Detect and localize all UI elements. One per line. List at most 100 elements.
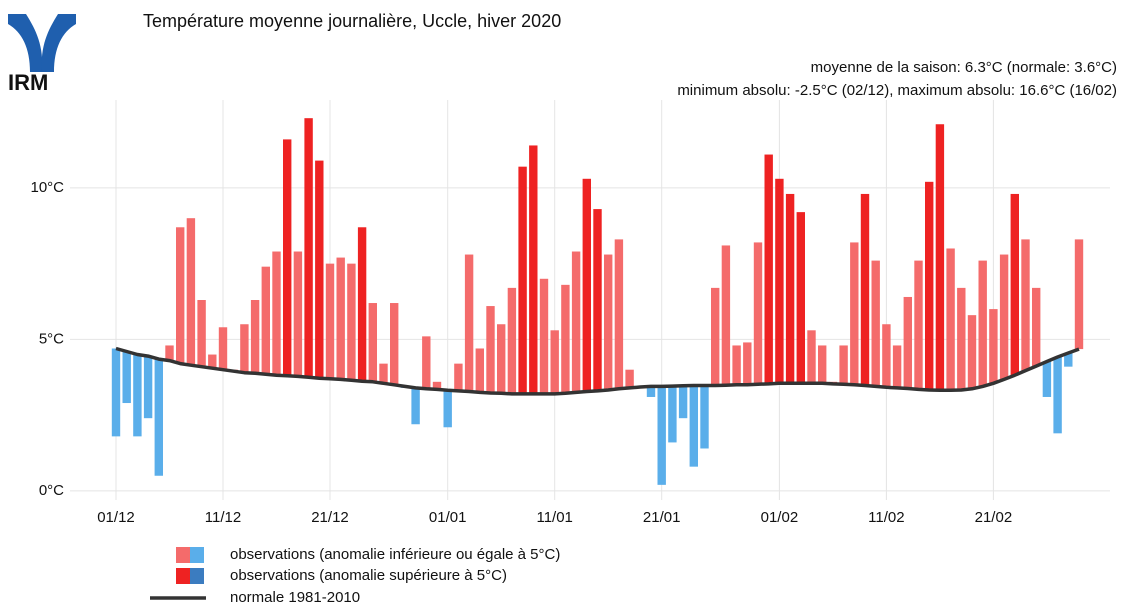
- bar: [743, 342, 752, 385]
- bar: [775, 178, 784, 384]
- bar: [507, 287, 517, 394]
- legend-swatch: [176, 568, 190, 584]
- bar: [593, 209, 602, 391]
- bar: [357, 227, 367, 382]
- bar: [390, 303, 399, 385]
- y-tick-label: 10°C: [30, 179, 64, 196]
- legend-swatch: [190, 568, 204, 584]
- bar: [283, 139, 292, 376]
- bar: [764, 154, 773, 384]
- bar: [111, 348, 121, 437]
- logo-text: IRM: [8, 70, 48, 95]
- legend-swatch: [176, 547, 190, 563]
- bar: [272, 251, 281, 376]
- bar: [443, 390, 452, 428]
- bar: [818, 345, 827, 384]
- bar: [432, 381, 442, 390]
- bar: [989, 309, 998, 384]
- bar: [571, 251, 581, 393]
- bar: [1021, 239, 1030, 371]
- bar: [1032, 287, 1041, 367]
- logo-shape: [8, 14, 43, 72]
- bar: [850, 242, 859, 385]
- bar: [315, 160, 324, 379]
- bar: [978, 260, 987, 387]
- bar: [561, 284, 570, 394]
- y-tick-label: 0°C: [39, 482, 64, 499]
- bar: [914, 260, 923, 390]
- bar: [625, 369, 634, 388]
- bar: [892, 345, 902, 388]
- bar: [165, 345, 174, 361]
- bar: [550, 330, 559, 394]
- bar: [807, 330, 816, 384]
- bar: [999, 254, 1009, 380]
- bar: [689, 385, 698, 467]
- bar: [1064, 353, 1073, 367]
- bar: [732, 345, 741, 385]
- bar: [721, 245, 731, 386]
- bar: [143, 356, 153, 419]
- bar: [133, 354, 142, 437]
- logo: IRM: [8, 14, 76, 95]
- bar: [475, 348, 484, 393]
- bar: [1010, 193, 1019, 376]
- bar: [1053, 356, 1062, 434]
- bar: [582, 178, 591, 392]
- subtitle: minimum absolu: -2.5°C (02/12), maximum …: [677, 82, 1117, 99]
- x-tick-label: 11/02: [868, 509, 904, 526]
- bar: [657, 386, 666, 485]
- bar: [250, 300, 260, 374]
- bar: [486, 306, 495, 394]
- bar: [796, 212, 805, 384]
- x-tick-label: 21/12: [311, 509, 349, 526]
- chart-title: Température moyenne journalière, Uccle, …: [143, 11, 561, 31]
- bar: [646, 386, 656, 397]
- bar: [197, 300, 206, 367]
- bar: [347, 263, 356, 381]
- x-tick-label: 21/01: [643, 509, 681, 526]
- normal-line: [115, 346, 1080, 396]
- bar: [668, 386, 677, 443]
- bar: [240, 324, 249, 373]
- bar: [325, 263, 335, 379]
- legend-swatch: [190, 547, 204, 563]
- bar: [957, 287, 966, 390]
- x-tick-label: 11/01: [536, 509, 572, 526]
- logo-shape: [41, 14, 76, 72]
- x-tick-label: 11/12: [205, 509, 241, 526]
- bar: [422, 336, 431, 389]
- bar: [785, 193, 795, 384]
- bar: [336, 257, 345, 380]
- bar: [539, 278, 549, 394]
- x-tick-label: 01/01: [429, 509, 467, 526]
- bar: [860, 193, 870, 386]
- bar: [1042, 361, 1052, 397]
- bar: [176, 227, 185, 364]
- bar: [208, 354, 217, 369]
- bar: [604, 254, 613, 390]
- bar: [293, 251, 303, 377]
- bar: [925, 181, 934, 390]
- bar: [411, 387, 420, 425]
- bar: [935, 124, 945, 391]
- bar: [454, 363, 463, 391]
- x-tick-label: 01/12: [97, 509, 135, 526]
- bar: [903, 296, 912, 389]
- bar: [946, 248, 955, 391]
- bar: [218, 327, 228, 370]
- bar: [304, 118, 313, 378]
- bar: [753, 242, 763, 385]
- legend-label: normale 1981-2010: [230, 589, 360, 603]
- legend-label: observations (anomalie supérieure à 5°C): [230, 567, 507, 584]
- bar: [518, 166, 527, 394]
- bar: [379, 363, 388, 384]
- subtitle: moyenne de la saison: 6.3°C (normale: 3.…: [811, 59, 1117, 76]
- bar: [871, 260, 880, 387]
- bar: [967, 315, 977, 389]
- bar: [186, 218, 196, 366]
- bar: [678, 385, 688, 419]
- bar: [529, 145, 538, 394]
- bar: [1074, 239, 1084, 350]
